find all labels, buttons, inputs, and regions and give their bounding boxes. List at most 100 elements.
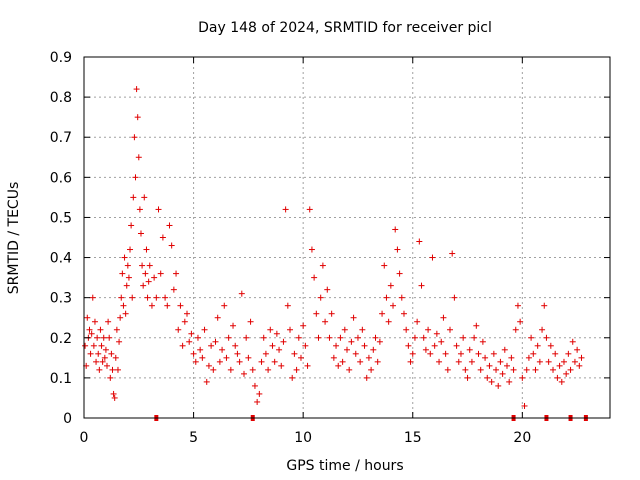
data-point (282, 206, 289, 213)
data-point (260, 334, 267, 341)
data-point (543, 334, 550, 341)
data-point (225, 334, 232, 341)
data-point (455, 358, 462, 365)
data-point (151, 274, 158, 281)
data-point (525, 354, 532, 361)
data-point (136, 206, 143, 213)
data-point (464, 374, 471, 381)
data-point (293, 366, 300, 373)
data-point (385, 318, 392, 325)
data-point (506, 378, 513, 385)
data-point (269, 342, 276, 349)
data-point (121, 254, 128, 261)
data-point (341, 326, 348, 333)
data-point (247, 318, 254, 325)
data-point (359, 326, 366, 333)
data-point (120, 302, 127, 309)
data-point (339, 358, 346, 365)
y-tick-label: 0.7 (50, 130, 72, 146)
data-point (223, 354, 230, 361)
data-point (153, 294, 160, 301)
data-point (471, 334, 478, 341)
x-tick-label: 0 (80, 430, 89, 446)
data-point (517, 318, 524, 325)
data-point (166, 222, 173, 229)
data-point (243, 334, 250, 341)
data-point (425, 326, 432, 333)
data-point (510, 366, 517, 373)
data-point (141, 194, 148, 201)
data-point (108, 350, 115, 357)
x-tick-label: 15 (404, 430, 422, 446)
data-point (493, 366, 500, 373)
data-point (284, 302, 291, 309)
axis-ticks (83, 56, 610, 419)
y-tick-label: 0.5 (50, 210, 72, 226)
data-point (199, 354, 206, 361)
data-point (547, 342, 554, 349)
data-point (119, 270, 126, 277)
data-point (431, 342, 438, 349)
x-tick-label: 20 (513, 430, 531, 446)
data-point (300, 322, 307, 329)
data-point (550, 366, 557, 373)
data-point (93, 358, 100, 365)
data-point (110, 390, 117, 397)
data-point (304, 362, 311, 369)
data-point (333, 342, 340, 349)
data-point (374, 358, 381, 365)
data-point (173, 270, 180, 277)
data-point (278, 362, 285, 369)
data-point (143, 246, 150, 253)
data-point (276, 346, 283, 353)
data-point (565, 350, 572, 357)
data-point (113, 326, 120, 333)
data-point (88, 330, 95, 337)
data-point (287, 326, 294, 333)
y-axis-label: SRMTID / TECUs (6, 182, 22, 295)
data-point (398, 294, 405, 301)
data-point (466, 346, 473, 353)
data-point (236, 358, 243, 365)
data-point (523, 366, 530, 373)
x-axis-label: GPS time / hours (286, 458, 403, 474)
data-point (104, 362, 111, 369)
data-point (576, 362, 583, 369)
data-point (390, 302, 397, 309)
data-point (337, 334, 344, 341)
data-point (328, 310, 335, 317)
data-point (101, 354, 108, 361)
data-point (90, 342, 97, 349)
data-point (473, 322, 480, 329)
y-tick-label: 0.6 (50, 170, 72, 186)
data-point (499, 370, 506, 377)
data-point (157, 270, 164, 277)
data-point (512, 326, 519, 333)
data-point (214, 314, 221, 321)
data-point (192, 358, 199, 365)
data-point (317, 294, 324, 301)
data-point (184, 310, 191, 317)
data-point (155, 206, 162, 213)
data-point (240, 370, 247, 377)
data-point (210, 366, 217, 373)
data-point (254, 398, 261, 405)
data-point (429, 254, 436, 261)
data-point (289, 374, 296, 381)
data-point (330, 354, 337, 361)
data-point (383, 294, 390, 301)
data-point (205, 362, 212, 369)
data-point (128, 222, 135, 229)
data-point (532, 366, 539, 373)
x-tick-labels: 0 5 10 15 20 (80, 430, 532, 446)
data-point (134, 114, 141, 121)
data-point (106, 334, 113, 341)
data-point (295, 334, 302, 341)
data-point (227, 366, 234, 373)
data-point (135, 154, 142, 161)
data-point (503, 362, 510, 369)
data-point (302, 342, 309, 349)
data-point (313, 310, 320, 317)
data-point (99, 358, 106, 365)
data-point (131, 134, 138, 141)
